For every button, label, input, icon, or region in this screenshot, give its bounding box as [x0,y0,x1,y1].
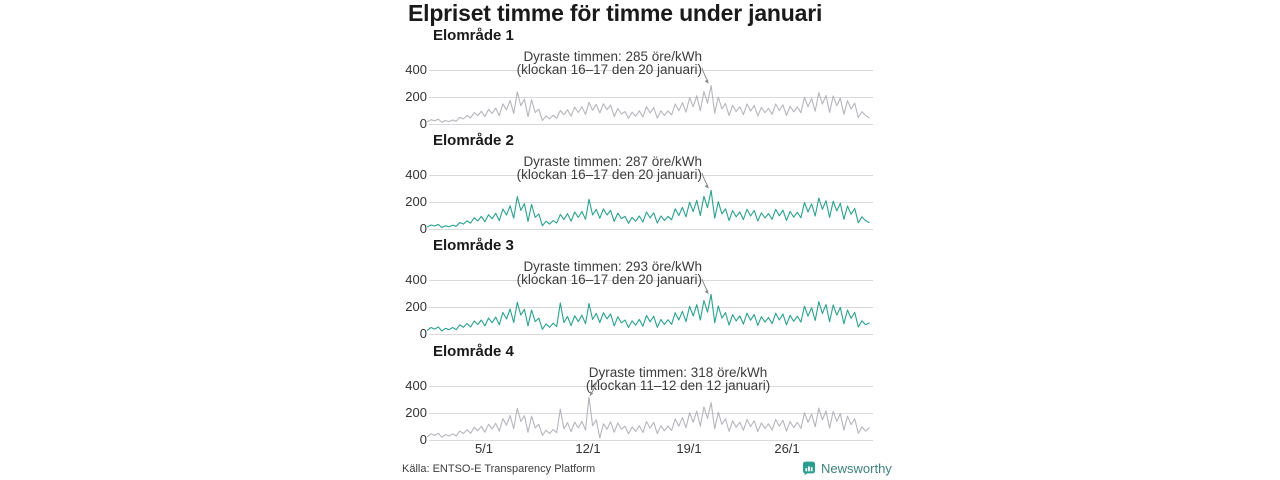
price-line-chart-area-2 [426,172,870,229]
peak-annotation: Dyraste timmen: 287 öre/kWh (klockan 16–… [516,154,702,182]
panel-title: Elområde 3 [433,237,514,254]
panel-title: Elområde 1 [433,27,514,44]
y-axis-tick-0: 0 [419,326,427,341]
y-axis-tick-200: 200 [405,405,427,420]
page-title: Elpriset timme för timme under januari [408,0,823,26]
y-axis-tick-200: 200 [405,194,427,209]
y-axis-tick-0: 0 [419,116,427,131]
peak-annotation-line2: (klockan 16–17 den 20 januari) [516,62,702,77]
gridline-400 [429,386,873,387]
peak-annotation: Dyraste timmen: 285 öre/kWh (klockan 16–… [516,49,702,77]
price-line-chart-area-4 [426,378,870,439]
x-axis-tick-19-1: 19/1 [676,441,702,456]
price-line [426,293,870,332]
panel-title: Elområde 4 [433,343,514,360]
y-axis-tick-200: 200 [405,299,427,314]
peak-annotation-line2: (klockan 11–12 den 12 januari) [585,378,771,393]
gridline-0 [429,440,873,441]
gridline-200 [429,307,873,308]
y-axis-tick-400: 400 [405,272,427,287]
annotation-pointer-arrowhead [704,79,709,84]
peak-annotation-line1: Dyraste timmen: 285 öre/kWh [523,49,702,64]
price-line-chart-area-1 [426,67,870,123]
peak-annotation-line1: Dyraste timmen: 293 öre/kWh [523,259,702,274]
y-axis-tick-200: 200 [405,89,427,104]
chart-panel-elomrade-2: Elområde 2 400 200 0 Dyraste timmen: 287… [0,132,1280,238]
y-axis-tick-0: 0 [419,221,427,236]
newsworthy-logo-icon [803,461,815,475]
price-line [426,189,870,229]
peak-annotation: Dyraste timmen: 318 öre/kWh (klockan 11–… [560,365,796,393]
x-axis-tick-5-1: 5/1 [474,441,494,456]
newsworthy-brand: Newsworthy [802,460,892,476]
y-axis-tick-0: 0 [419,432,427,447]
gridline-0 [429,124,873,125]
gridline-0 [429,334,873,335]
peak-annotation-line2: (klockan 16–17 den 20 januari) [516,272,702,287]
source-attribution: Källa: ENTSO-E Transparency Platform [402,463,596,475]
chart-panel-elomrade-3: Elområde 3 400 200 0 Dyraste timmen: 293… [0,237,1280,343]
newsworthy-brand-name: Newsworthy [821,460,892,476]
gridline-400 [429,70,873,71]
gridline-0 [429,229,873,230]
peak-annotation-line2: (klockan 16–17 den 20 januari) [516,167,702,182]
panel-title: Elområde 2 [433,132,514,149]
gridline-200 [429,97,873,98]
peak-annotation-line1: Dyraste timmen: 287 öre/kWh [523,154,702,169]
y-axis-tick-400: 400 [405,62,427,77]
annotation-pointer-arrowhead [704,289,709,295]
gridline-200 [429,413,873,414]
price-line-chart-area-3 [426,278,870,332]
peak-annotation: Dyraste timmen: 293 öre/kWh (klockan 16–… [516,259,702,287]
annotation-pointer-arrowhead [704,184,709,189]
x-axis-tick-26-1: 26/1 [774,441,800,456]
y-axis-tick-400: 400 [405,167,427,182]
gridline-200 [429,202,873,203]
peak-annotation-line1: Dyraste timmen: 318 öre/kWh [588,365,768,380]
price-line [426,84,870,123]
y-axis-tick-400: 400 [405,378,427,393]
price-line [426,396,870,439]
x-axis-tick-12-1: 12/1 [575,441,601,456]
chart-panel-elomrade-1: Elområde 1 400 200 0 Dyraste timmen: 285… [0,27,1280,133]
gridline-400 [429,175,873,176]
gridline-400 [429,280,873,281]
chart-panel-elomrade-4: Elområde 4 400 200 0 Dyraste timmen: 318… [0,343,1280,449]
